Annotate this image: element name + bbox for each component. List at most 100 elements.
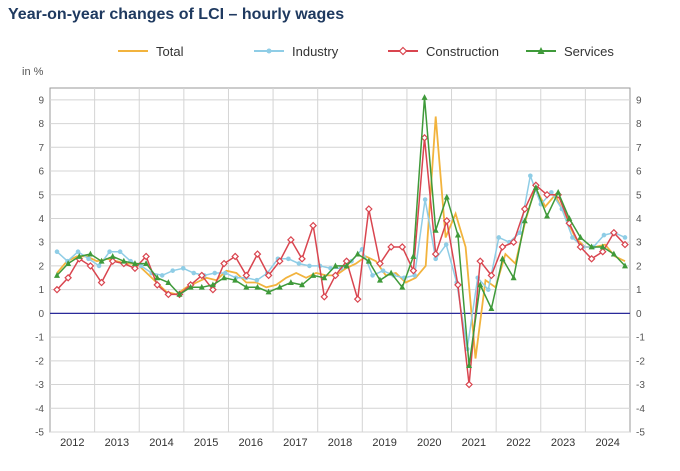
y-tick-label: 1 [38, 285, 44, 296]
data-point-industry [517, 230, 523, 236]
legend-item-services[interactable]: Services [526, 41, 614, 61]
y-tick-label-right: -5 [636, 428, 645, 439]
data-point-construction [587, 254, 596, 263]
data-point-construction [353, 295, 362, 303]
legend-line-total-icon [118, 50, 148, 52]
data-point-industry [254, 277, 260, 283]
x-tick-label: 2017 [283, 437, 307, 449]
y-tick-label: -2 [35, 356, 44, 367]
data-point-industry [286, 256, 291, 262]
data-point-industry [307, 263, 312, 269]
data-point-services [376, 276, 383, 283]
data-point-construction [231, 252, 240, 261]
data-point-services [610, 250, 617, 257]
legend-item-industry[interactable]: Industry [254, 41, 338, 61]
y-tick-label-right: 5 [636, 190, 642, 201]
data-point-services [577, 234, 584, 240]
data-point-industry [222, 270, 228, 276]
y-tick-label: 3 [38, 238, 44, 249]
y-tick-label: 2 [38, 261, 44, 272]
data-point-industry [117, 249, 123, 254]
data-point-services [276, 283, 283, 290]
data-point-services [165, 279, 172, 285]
y-tick-label: -5 [35, 428, 44, 439]
y-tick-label: -3 [35, 380, 44, 391]
data-point-industry [159, 273, 165, 278]
y-tick-label-right: 8 [636, 119, 642, 130]
data-point-construction [64, 273, 72, 282]
data-point-services [343, 262, 350, 269]
data-point-construction [220, 259, 228, 268]
data-point-services [410, 253, 417, 259]
data-point-construction [298, 254, 306, 263]
data-point-services [477, 281, 484, 288]
data-point-services [243, 283, 250, 290]
data-point-services [454, 231, 461, 238]
data-point-services [488, 305, 495, 312]
data-point-construction [364, 205, 373, 213]
y-tick-label-right: 3 [636, 238, 642, 249]
data-point-services [499, 255, 506, 262]
data-point-industry [170, 268, 176, 273]
y-tick-label: 0 [38, 309, 44, 320]
data-point-construction [465, 380, 473, 389]
legend-label-construction: Construction [426, 43, 499, 59]
data-point-services [143, 260, 150, 266]
data-point-industry [601, 232, 607, 238]
data-point-services [432, 226, 439, 233]
data-point-services [254, 283, 261, 290]
data-point-services [588, 243, 595, 250]
data-point-services [131, 260, 138, 266]
data-point-services [388, 269, 395, 276]
data-point-construction [209, 285, 217, 294]
legend-item-construction[interactable]: Construction [388, 41, 499, 61]
data-point-industry [443, 242, 449, 247]
y-tick-label: -1 [35, 333, 44, 344]
data-point-construction [610, 228, 618, 237]
data-point-services [232, 276, 239, 283]
x-tick-label: 2015 [194, 437, 218, 449]
data-point-services [510, 274, 517, 281]
series-line-industry [56, 172, 626, 350]
data-point-services [566, 215, 573, 221]
data-point-construction [431, 250, 440, 258]
data-point-services [98, 257, 105, 264]
data-point-construction [621, 240, 629, 249]
data-point-services [599, 243, 606, 250]
data-point-services [265, 288, 272, 295]
data-point-services [109, 253, 116, 259]
y-tick-label: 5 [38, 190, 44, 201]
data-point-services [332, 262, 339, 269]
data-point-industry [212, 270, 218, 276]
data-point-services [120, 257, 127, 264]
y-tick-label: 7 [38, 143, 44, 154]
data-point-construction [509, 238, 518, 247]
legend-diamond-construction-icon [388, 46, 418, 56]
legend-item-total[interactable]: Total [118, 41, 183, 61]
data-point-construction [454, 281, 462, 289]
data-point-services [221, 274, 228, 281]
data-point-construction [543, 190, 551, 199]
y-tick-label: 4 [38, 214, 44, 225]
y-tick-label: 9 [38, 95, 44, 106]
data-point-construction [320, 292, 329, 301]
data-point-services [521, 217, 528, 224]
data-point-services [532, 184, 539, 191]
y-tick-label-right: 2 [636, 261, 642, 272]
data-point-industry [433, 256, 438, 262]
y-tick-label-right: -4 [636, 404, 645, 415]
data-point-construction [576, 243, 585, 251]
data-point-services [399, 283, 406, 290]
data-point-construction [387, 243, 395, 251]
data-point-industry [380, 268, 386, 273]
data-point-construction [442, 217, 451, 225]
data-point-construction [520, 205, 529, 213]
data-point-services [54, 272, 60, 278]
y-axis-unit-label: in % [22, 66, 44, 78]
data-point-services [466, 362, 473, 368]
y-tick-label-right: 6 [636, 167, 642, 178]
data-point-services [65, 260, 72, 266]
data-point-services [421, 94, 428, 100]
y-tick-label: 6 [38, 167, 44, 178]
data-point-industry [296, 261, 302, 266]
